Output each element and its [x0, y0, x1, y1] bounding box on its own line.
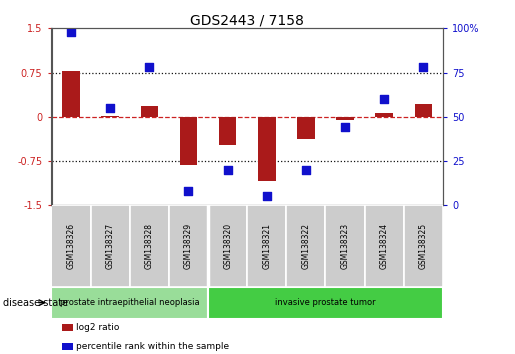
Point [224, 167, 232, 173]
Point [106, 105, 114, 111]
Point [302, 167, 310, 173]
Bar [180, 117, 197, 165]
Text: GSM138328: GSM138328 [145, 223, 154, 269]
Bar [325, 205, 365, 287]
Text: log2 ratio: log2 ratio [76, 323, 119, 332]
Bar [101, 116, 119, 117]
Bar [130, 205, 169, 287]
Point [380, 96, 388, 102]
Point [341, 125, 349, 130]
Text: percentile rank within the sample: percentile rank within the sample [76, 342, 229, 352]
Text: GSM138327: GSM138327 [106, 223, 115, 269]
Bar [219, 117, 236, 145]
Bar [365, 205, 404, 287]
Bar [415, 104, 432, 117]
Text: invasive prostate tumor: invasive prostate tumor [275, 298, 376, 307]
Bar [336, 117, 354, 120]
Text: GSM138329: GSM138329 [184, 223, 193, 269]
Text: GSM138320: GSM138320 [223, 223, 232, 269]
Bar [52, 205, 91, 287]
Bar [91, 205, 130, 287]
Text: GSM138323: GSM138323 [340, 223, 350, 269]
Text: prostate intraepithelial neoplasia: prostate intraepithelial neoplasia [60, 298, 200, 307]
Bar [52, 287, 208, 319]
Text: GSM138324: GSM138324 [380, 223, 389, 269]
Text: GSM138322: GSM138322 [301, 223, 311, 269]
Point [67, 29, 75, 35]
Bar [258, 117, 276, 181]
Point [419, 64, 427, 70]
Bar [141, 106, 158, 117]
Bar [169, 205, 208, 287]
Text: GSM138325: GSM138325 [419, 223, 428, 269]
Bar [404, 205, 443, 287]
Point [184, 188, 193, 194]
Bar [62, 71, 80, 117]
Bar [208, 205, 247, 287]
Point [145, 64, 153, 70]
Text: GSM138321: GSM138321 [262, 223, 271, 269]
Bar [247, 205, 286, 287]
Bar [375, 113, 393, 117]
Bar [297, 117, 315, 139]
Text: GSM138326: GSM138326 [66, 223, 76, 269]
Title: GDS2443 / 7158: GDS2443 / 7158 [190, 13, 304, 27]
Bar [286, 205, 325, 287]
Text: disease state: disease state [3, 298, 67, 308]
Bar [208, 287, 443, 319]
Point [263, 194, 271, 199]
